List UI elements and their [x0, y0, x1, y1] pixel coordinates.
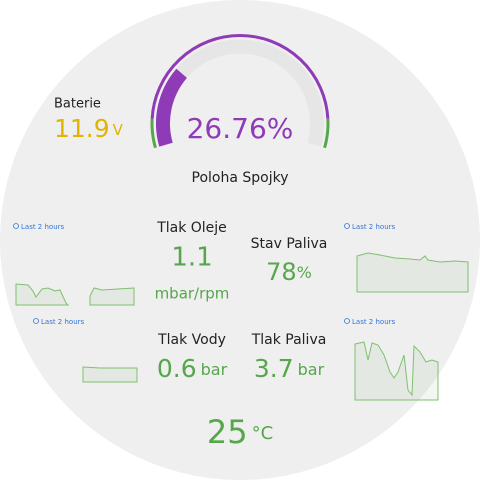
sparkline-panel: Last 2 hours	[344, 223, 469, 293]
water-value: 0.6	[157, 354, 197, 383]
time-range: Last 2 hours	[352, 223, 396, 231]
gauge-fill	[156, 68, 188, 147]
water-stat: 0.6 bar	[157, 354, 228, 383]
sparkline-panel: Last 2 hours	[13, 223, 135, 306]
sparkline	[354, 341, 439, 401]
battery-value: 11.9	[54, 114, 110, 143]
clock-icon	[344, 223, 350, 229]
gauge-title: Poloha Spojky	[192, 170, 289, 186]
time-range: Last 2 hours	[352, 318, 396, 326]
temperature-value: 25	[207, 413, 248, 451]
gauge	[150, 34, 330, 149]
battery-unit: V	[113, 121, 124, 139]
time-range: Last 2 hours	[21, 223, 65, 231]
battery-stat: 11.9 V	[54, 114, 124, 143]
battery-title: Baterie	[54, 97, 101, 112]
sparkline	[82, 366, 138, 383]
gauge-value: 26.76%	[187, 112, 294, 145]
oil-value: 1.1	[171, 243, 212, 273]
sparkline	[356, 252, 469, 293]
fuel-level-stat: 78%	[266, 258, 312, 286]
oil-unit: mbar/rpm	[155, 285, 230, 303]
threshold-arc	[150, 34, 330, 119]
fuel-pressure-stat: 3.7 bar	[254, 354, 325, 383]
sparkline	[15, 283, 135, 306]
sparkline-panel: Last 2 hours	[344, 318, 439, 401]
clock-icon	[344, 318, 350, 324]
clock-icon	[13, 223, 19, 229]
sparkline-panel: Last 2 hours	[33, 318, 138, 383]
threshold-arc	[323, 118, 330, 149]
threshold-arc	[150, 118, 157, 149]
fuel-pressure-unit: bar	[298, 360, 325, 379]
temperature-unit: °C	[252, 423, 274, 444]
oil-title: Tlak Oleje	[156, 220, 227, 236]
fuel-level-title: Stav Paliva	[251, 236, 328, 252]
clock-icon	[33, 318, 39, 324]
fuel-level-unit: %	[297, 263, 312, 282]
time-range: Last 2 hours	[41, 318, 85, 326]
fuel-pressure-title: Tlak Paliva	[251, 332, 327, 348]
water-title: Tlak Vody	[157, 332, 226, 348]
temperature-stat: 25 °C	[207, 413, 273, 451]
fuel-level-value: 78	[266, 258, 297, 286]
fuel-pressure-value: 3.7	[254, 354, 294, 383]
water-unit: bar	[201, 360, 228, 379]
